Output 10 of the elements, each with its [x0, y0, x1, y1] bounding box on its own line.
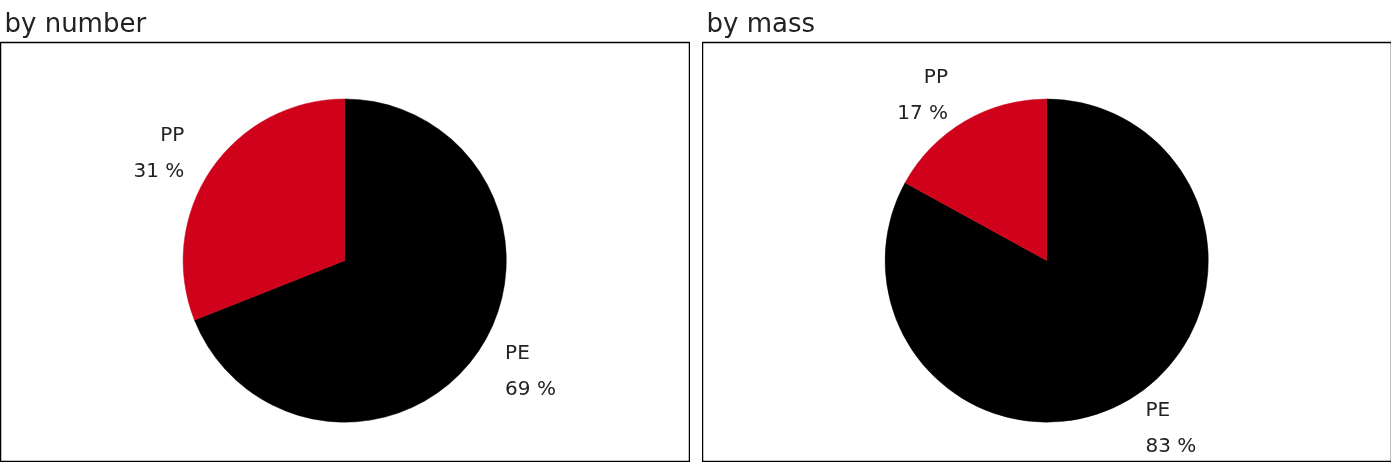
chart-title: by number: [4, 7, 147, 38]
slice-label: PE: [505, 339, 530, 364]
data-label: 83 %: [1145, 433, 1197, 458]
data-label: 17 %: [897, 99, 948, 124]
chart-title: by mass: [706, 7, 816, 38]
slice-label: PP: [160, 121, 185, 146]
data-label: 69 %: [505, 375, 556, 400]
slice-label: PP: [923, 63, 948, 88]
data-label: 31 %: [133, 157, 185, 182]
slice-label: PE: [1145, 397, 1171, 422]
